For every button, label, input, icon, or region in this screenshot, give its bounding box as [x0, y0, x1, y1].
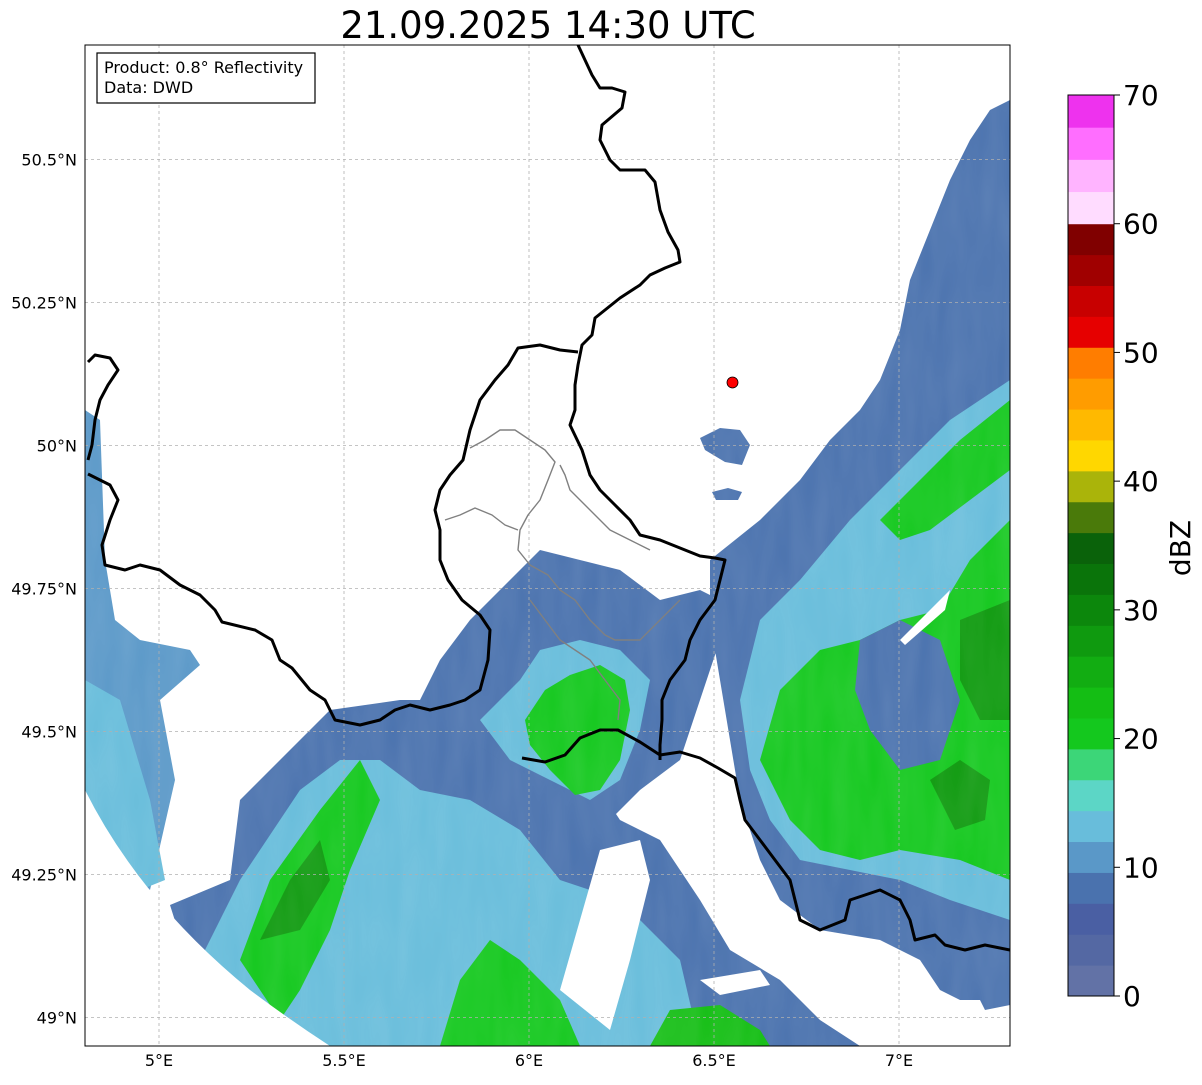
- lon-tick-label: 7°E: [885, 1051, 913, 1070]
- info-data-source: Data: DWD: [104, 78, 193, 97]
- colorbar-label: dBZ: [1164, 520, 1197, 576]
- colorbar-swatch: [1068, 903, 1114, 935]
- colorbar-swatch: [1068, 934, 1114, 966]
- colorbar-swatch: [1068, 810, 1114, 843]
- colorbar-tick-label: 50: [1123, 336, 1159, 369]
- lat-tick-label: 49.25°N: [11, 865, 77, 884]
- colorbar-swatch: [1068, 532, 1114, 565]
- colorbar-swatch: [1068, 501, 1114, 534]
- radar-site-marker: [726, 376, 739, 389]
- colorbar-swatch: [1068, 347, 1114, 379]
- colorbar-swatch: [1068, 409, 1114, 441]
- reflectivity-field: [85, 45, 1010, 1046]
- colorbar-swatch: [1068, 378, 1114, 410]
- info-product: Product: 0.8° Reflectivity: [104, 58, 303, 77]
- regional-border-4: [529, 599, 621, 721]
- map-title: 21.09.2025 14:30 UTC: [340, 4, 755, 47]
- border-france-germany: [521, 728, 1010, 952]
- colorbar-swatch: [1068, 625, 1114, 657]
- colorbar-swatch: [1068, 779, 1114, 812]
- colorbar-swatch: [1068, 127, 1114, 160]
- colorbar-swatch: [1068, 656, 1114, 688]
- regional-border-2: [444, 507, 519, 531]
- colorbar-swatch: [1068, 748, 1114, 781]
- border-west: [86, 353, 120, 461]
- latitude-ticks: 50.5°N 50.25°N 50°N 49.75°N 49.5°N 49.25°N 49°…: [11, 150, 77, 1027]
- colorbar-frame: [1067, 94, 1115, 997]
- colorbar-tick-label: 30: [1123, 594, 1159, 627]
- colorbar-swatch: [1068, 563, 1114, 595]
- regional-border-3: [559, 464, 651, 551]
- colorbar: 0 10 20 30 40 50 60 70 dBZ: [1067, 79, 1197, 1013]
- lat-tick-label: 49°N: [37, 1008, 77, 1027]
- colorbar-swatch: [1068, 95, 1114, 128]
- regional-border-1: [469, 429, 681, 641]
- range-edge: [85, 790, 330, 1046]
- colorbar-swatch: [1068, 285, 1114, 317]
- colorbar-swatch: [1068, 254, 1114, 286]
- lon-tick-label: 5°E: [145, 1051, 173, 1070]
- colorbar-swatch: [1068, 223, 1114, 256]
- border-belgium-germany: [568, 45, 727, 760]
- lat-tick-label: 49.75°N: [11, 579, 77, 598]
- colorbar-tick-label: 0: [1123, 980, 1141, 1013]
- colorbar-swatches: [1068, 95, 1114, 997]
- colorbar-swatch: [1068, 470, 1114, 503]
- longitude-ticks: 5°E 5.5°E 6°E 6.5°E 7°E: [145, 1051, 913, 1070]
- colorbar-swatch: [1068, 841, 1114, 873]
- lat-tick-label: 50.5°N: [21, 150, 77, 169]
- colorbar-swatch: [1068, 191, 1114, 225]
- national-borders: [86, 45, 1010, 952]
- colorbar-swatch: [1068, 594, 1114, 626]
- colorbar-tick-label: 60: [1123, 208, 1159, 241]
- map-frame: [84, 44, 1011, 1047]
- colorbar-swatch: [1068, 439, 1114, 472]
- colorbar-tick-label: 10: [1123, 851, 1159, 884]
- lon-tick-label: 5.5°E: [322, 1051, 366, 1070]
- lat-tick-label: 50.25°N: [11, 293, 77, 312]
- regional-borders: [444, 429, 681, 721]
- colorbar-swatch: [1068, 965, 1114, 997]
- colorbar-swatch: [1068, 717, 1114, 750]
- colorbar-swatch: [1068, 316, 1114, 348]
- colorbar-ticks: 0 10 20 30 40 50 60 70: [1114, 79, 1159, 1013]
- gridlines: [85, 45, 1010, 1046]
- colorbar-swatch: [1068, 687, 1114, 719]
- info-box-frame: [96, 52, 316, 104]
- border-belgium-luxembourg-france: [87, 343, 579, 727]
- texture-overlay: [85, 45, 1010, 1046]
- lat-tick-label: 49.5°N: [21, 722, 77, 741]
- colorbar-tick-label: 40: [1123, 465, 1159, 498]
- map-area: [85, 45, 1010, 1046]
- lat-tick-label: 50°N: [37, 436, 77, 455]
- colorbar-swatch: [1068, 872, 1114, 904]
- lon-tick-label: 6°E: [515, 1051, 543, 1070]
- colorbar-swatch: [1068, 159, 1114, 193]
- colorbar-tick-label: 70: [1123, 79, 1159, 112]
- lon-tick-label: 6.5°E: [692, 1051, 736, 1070]
- colorbar-tick-label: 20: [1123, 723, 1159, 756]
- info-box: Product: 0.8° Reflectivity Data: DWD: [96, 52, 316, 104]
